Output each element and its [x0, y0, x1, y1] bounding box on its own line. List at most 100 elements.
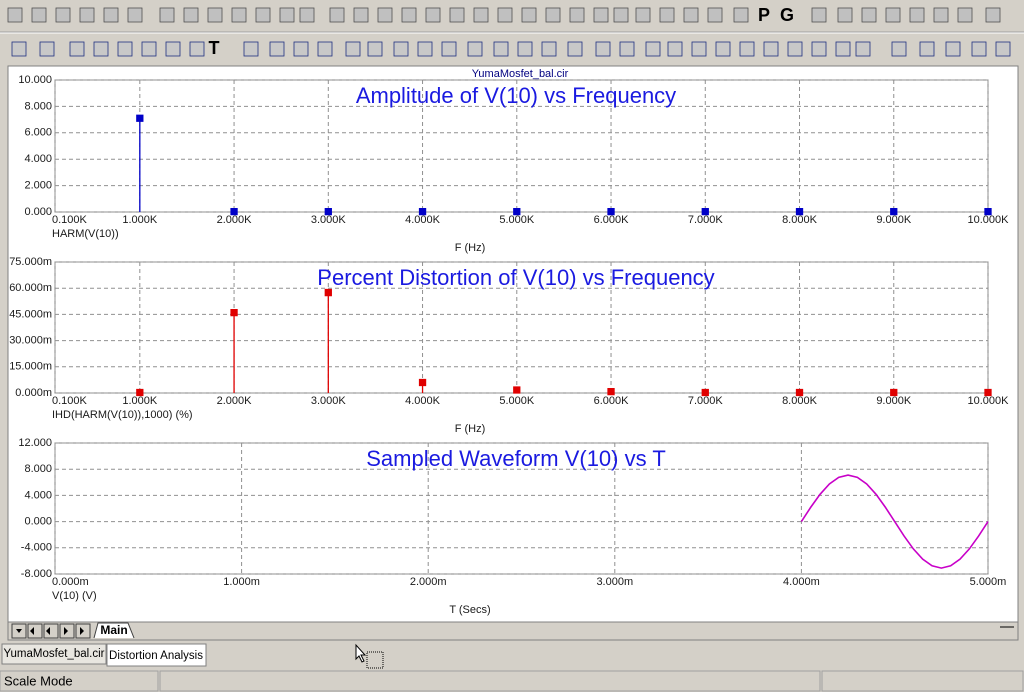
x-tick-label: 2.000K	[217, 214, 253, 226]
window-tab-label[interactable]: Distortion Analysis	[109, 650, 203, 662]
stem-marker	[324, 288, 332, 393]
toolbar-icon	[243, 41, 259, 57]
x-tick-label: 10.000K	[968, 214, 1010, 226]
chart-title: Sampled Waveform V(10) vs T	[366, 446, 666, 471]
toolbar-icon	[159, 7, 175, 23]
y-tick-label: 45.000m	[9, 308, 52, 320]
plot-area	[54, 261, 989, 394]
x-tick-label: 8.000K	[782, 395, 818, 407]
y-tick-label: 60.000m	[9, 282, 52, 294]
toolbar-icon	[231, 7, 247, 23]
toolbar-icon	[255, 7, 271, 23]
status-pane	[159, 670, 821, 692]
x-axis-label: F (Hz)	[455, 423, 486, 435]
toolbar-icon	[891, 41, 907, 57]
toolbar-icon	[567, 41, 583, 57]
x-tick-label: 9.000K	[876, 214, 912, 226]
x-tick-label: 7.000K	[688, 214, 724, 226]
toolbar-icon	[493, 41, 509, 57]
toolbar-icon	[401, 7, 417, 23]
toolbar-icon	[909, 7, 925, 23]
stem-marker	[324, 207, 332, 216]
toolbar-icon	[367, 41, 383, 57]
x-tick-label: 4.000K	[405, 395, 441, 407]
window-tab[interactable]	[1, 643, 107, 665]
page-tab-bar	[7, 621, 1019, 641]
window-tab-active[interactable]	[106, 643, 207, 667]
toolbar-icon	[733, 7, 749, 23]
stem-marker	[795, 207, 804, 216]
toolbar-icon	[183, 7, 199, 23]
x-tick-label: 5.000m	[970, 576, 1007, 588]
toolbar-icon	[467, 41, 483, 57]
stem-marker	[136, 388, 144, 397]
toolbar-button[interactable]: G	[780, 5, 794, 25]
stem-marker	[513, 207, 521, 216]
toolbar-icon	[497, 7, 513, 23]
x-tick-label: 1.000K	[122, 395, 158, 407]
toolbar-icon	[855, 41, 871, 57]
toolbar-icon	[763, 41, 779, 57]
stem-marker	[607, 387, 615, 396]
y-tick-label: 8.000	[24, 463, 52, 475]
toolbar-icon	[7, 7, 23, 23]
toolbar-icon	[835, 41, 851, 57]
y-tick-label: 0.000	[24, 516, 52, 528]
y-tick-label: 4.000	[24, 153, 52, 165]
stem-marker	[136, 114, 144, 212]
stem-marker	[984, 207, 992, 216]
page-tab-label[interactable]: Main	[100, 623, 127, 637]
file-title: YumaMosfet_bal.cir	[472, 68, 569, 80]
toolbar-icon	[55, 7, 71, 23]
toolbar-icon	[165, 41, 181, 57]
toolbar-icon	[619, 41, 635, 57]
stem-marker	[701, 207, 709, 216]
toolbar-icon	[317, 41, 333, 57]
toolbar-icon	[517, 41, 533, 57]
toolbar-icon	[473, 7, 489, 23]
y-tick-label: 6.000	[24, 127, 52, 139]
waveform-line	[800, 474, 989, 569]
toolbar-icon	[393, 41, 409, 57]
y-tick-label: 0.000m	[15, 387, 52, 399]
x-tick-label: 4.000m	[783, 576, 820, 588]
y-tick-label: 8.000	[24, 100, 52, 112]
toolbar-icon	[739, 41, 755, 57]
x-tick-label: 4.000K	[405, 214, 441, 226]
nav-button[interactable]	[43, 623, 59, 639]
toolbar-icon	[985, 7, 1001, 23]
toolbar-button[interactable]: P	[758, 5, 770, 25]
toolbar-icon	[707, 7, 723, 23]
x-tick-label: 8.000K	[782, 214, 818, 226]
toolbar-icon	[417, 41, 433, 57]
x-tick-label: 5.000K	[499, 395, 535, 407]
toolbar-button[interactable]: T	[209, 38, 220, 58]
toolbar-icon	[645, 41, 661, 57]
legend-entry: V(10) (V)	[52, 590, 97, 602]
x-tick-label: 5.000K	[499, 214, 535, 226]
nav-buttons	[11, 623, 91, 639]
toolbar-icon	[995, 41, 1011, 57]
window-tab-label[interactable]: YumaMosfet_bal.cir	[4, 648, 105, 660]
toolbar-icon	[945, 41, 961, 57]
x-tick-label: 0.000m	[52, 576, 89, 588]
toolbar-icons	[7, 7, 1011, 57]
legend-entry: IHD(HARM(V(10)),1000) (%)	[52, 409, 193, 421]
toolbar-icon	[329, 7, 345, 23]
toolbar-icon	[659, 7, 675, 23]
y-tick-label: 0.000	[24, 206, 52, 218]
x-tick-label: 2.000K	[217, 395, 253, 407]
stem-marker	[513, 386, 521, 394]
page-tab[interactable]	[93, 622, 135, 639]
stem-marker	[701, 388, 709, 397]
y-tick-label: 4.000	[24, 489, 52, 501]
x-tick-label: 7.000K	[688, 395, 724, 407]
legend-entry: HARM(V(10))	[52, 228, 119, 240]
nav-button[interactable]	[27, 623, 43, 639]
toolbar-icon	[377, 7, 393, 23]
toolbar-icon	[919, 41, 935, 57]
plot-area	[54, 442, 989, 575]
toolbar-icon	[299, 7, 315, 23]
